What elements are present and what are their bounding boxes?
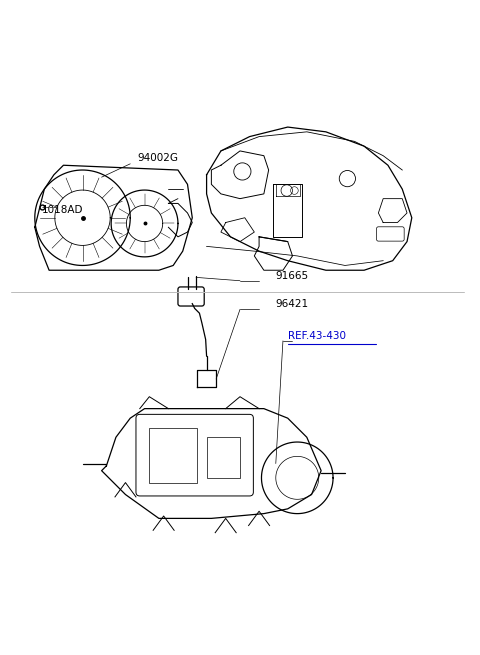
Text: 94002G: 94002G xyxy=(137,153,179,163)
Text: 1018AD: 1018AD xyxy=(42,206,84,215)
Text: 91665: 91665 xyxy=(276,271,309,281)
Text: 96421: 96421 xyxy=(276,299,309,309)
Text: REF.43-430: REF.43-430 xyxy=(288,331,346,341)
